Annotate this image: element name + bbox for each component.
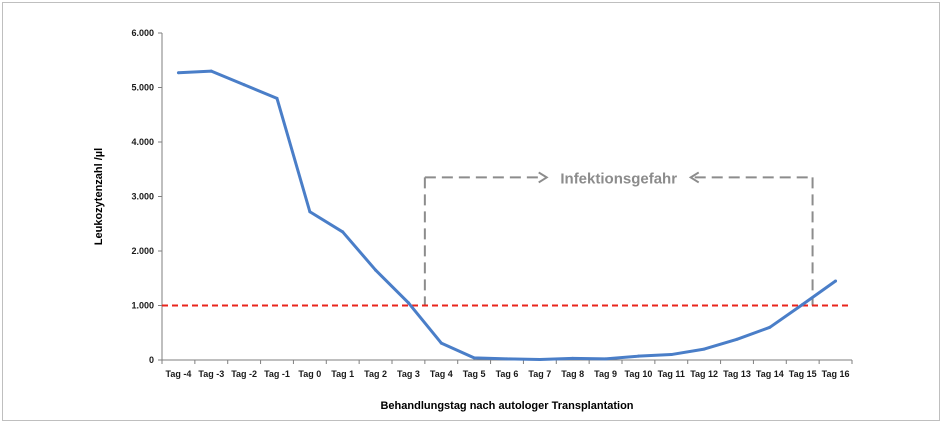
data-point <box>735 337 739 341</box>
x-axis-title: Behandlungstag nach autologer Transplant… <box>380 400 633 412</box>
y-tick-label: 3.000 <box>131 192 154 202</box>
y-axis-title: Leukozytenzahl /µl <box>93 148 105 245</box>
x-tick-label: Tag 0 <box>298 369 321 379</box>
y-tick-label: 5.000 <box>131 83 154 93</box>
data-point <box>209 69 213 73</box>
x-tick-label: Tag 12 <box>690 369 718 379</box>
y-tick-labels: 0 1.000 2.000 3.000 4.000 5.000 6.000 <box>131 28 162 365</box>
x-tick-label: Tag 14 <box>756 369 784 379</box>
data-point <box>604 357 608 361</box>
data-point <box>768 325 772 329</box>
y-tick-label: 1.000 <box>131 301 154 311</box>
x-tick-label: Tag 3 <box>397 369 420 379</box>
x-tick-label: Tag 8 <box>561 369 584 379</box>
arrow-right-icon <box>538 171 549 184</box>
data-point <box>439 341 443 345</box>
x-tick-label: Tag -4 <box>166 369 192 379</box>
series-group <box>176 69 838 361</box>
chart-frame <box>2 2 940 421</box>
x-tick-label: Tag 1 <box>331 369 354 379</box>
data-point <box>702 347 706 351</box>
data-point <box>176 71 180 75</box>
arrow-left-icon <box>688 171 700 184</box>
infection-risk-annotation: Infektionsgefahr <box>423 170 814 306</box>
data-point <box>472 356 476 360</box>
x-tick-label: Tag 11 <box>658 369 685 379</box>
y-tick-label: 4.000 <box>131 137 154 147</box>
y-tick-label: 0 <box>149 355 154 365</box>
data-point <box>374 268 378 272</box>
y-tick-label: 2.000 <box>131 246 154 256</box>
data-point <box>801 302 805 306</box>
y-tick-label: 6.000 <box>131 28 154 38</box>
x-tick-label: Tag 4 <box>430 369 453 379</box>
x-tick-labels: Tag -4 Tag -3 Tag -2 Tag -1 Tag 0 Tag 1 Tag 2 T… <box>161 360 853 379</box>
x-tick-label: Tag 9 <box>594 369 617 379</box>
x-tick-label: Tag -3 <box>198 369 224 379</box>
data-point <box>406 301 410 305</box>
axes <box>161 33 852 361</box>
series-line <box>178 69 837 361</box>
data-point <box>341 230 345 234</box>
x-tick-label: Tag 2 <box>364 369 387 379</box>
x-tick-label: Tag 15 <box>789 369 817 379</box>
data-point <box>571 356 575 360</box>
data-point <box>834 279 838 283</box>
x-tick-label: Tag 5 <box>463 369 486 379</box>
x-tick-label: Tag -1 <box>264 369 290 379</box>
data-point <box>636 354 640 358</box>
x-tick-label: Tag 16 <box>822 369 850 379</box>
data-point <box>275 96 279 100</box>
x-tick-label: Tag 13 <box>723 369 751 379</box>
data-point <box>242 83 246 87</box>
x-tick-label: Tag 10 <box>625 369 653 379</box>
x-tick-label: Tag 7 <box>528 369 551 379</box>
data-point <box>669 353 673 357</box>
x-tick-label: Tag -2 <box>231 369 257 379</box>
data-point <box>505 357 509 361</box>
data-point <box>308 210 312 214</box>
data-point <box>538 357 542 361</box>
x-tick-label: Tag 6 <box>496 369 519 379</box>
annotation-label: Infektionsgefahr <box>560 170 677 187</box>
